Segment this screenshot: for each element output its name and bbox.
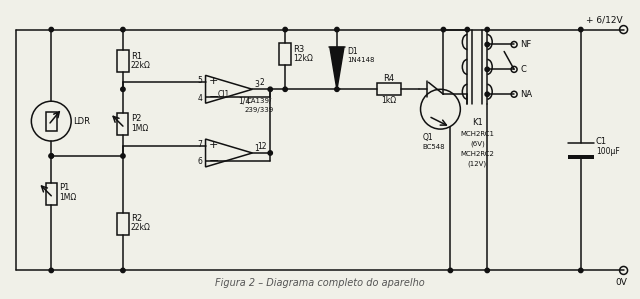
Circle shape bbox=[49, 154, 54, 158]
Circle shape bbox=[448, 268, 452, 273]
Text: +: + bbox=[209, 140, 218, 150]
Text: 12kΩ: 12kΩ bbox=[293, 54, 313, 63]
Text: 1MΩ: 1MΩ bbox=[131, 123, 148, 132]
Text: R3: R3 bbox=[293, 45, 305, 54]
Bar bbox=[568, 155, 594, 159]
Text: CI1: CI1 bbox=[218, 90, 230, 99]
Text: +: + bbox=[209, 76, 218, 86]
Text: R2: R2 bbox=[131, 214, 142, 223]
Text: R4: R4 bbox=[383, 74, 394, 83]
Circle shape bbox=[485, 92, 490, 97]
Text: 239/339: 239/339 bbox=[244, 107, 274, 113]
Text: 3: 3 bbox=[254, 80, 259, 89]
Text: MCH2RC1: MCH2RC1 bbox=[460, 131, 494, 137]
Text: 2: 2 bbox=[259, 78, 264, 87]
Text: C: C bbox=[520, 65, 526, 74]
Bar bbox=[118, 113, 129, 135]
Circle shape bbox=[49, 268, 54, 273]
Text: NA: NA bbox=[520, 90, 532, 99]
Bar bbox=[117, 51, 129, 72]
Text: K1: K1 bbox=[472, 118, 483, 127]
Text: 6: 6 bbox=[198, 158, 202, 167]
Text: (12V): (12V) bbox=[468, 161, 487, 167]
Text: P2: P2 bbox=[131, 114, 141, 123]
Circle shape bbox=[485, 42, 490, 47]
Text: (6V): (6V) bbox=[470, 141, 484, 147]
Circle shape bbox=[121, 87, 125, 91]
Text: 1kΩ: 1kΩ bbox=[381, 96, 396, 105]
Circle shape bbox=[335, 87, 339, 91]
Text: BC548: BC548 bbox=[422, 144, 445, 150]
Circle shape bbox=[121, 28, 125, 32]
Text: C1: C1 bbox=[596, 137, 607, 146]
Circle shape bbox=[485, 67, 490, 71]
Text: D1: D1 bbox=[347, 47, 358, 56]
Circle shape bbox=[485, 28, 490, 32]
Circle shape bbox=[49, 28, 54, 32]
Circle shape bbox=[49, 154, 54, 158]
Text: 0V: 0V bbox=[616, 278, 627, 287]
Circle shape bbox=[268, 151, 273, 155]
Bar bbox=[46, 112, 57, 131]
Text: Q1: Q1 bbox=[422, 132, 433, 141]
Text: 1N4148: 1N4148 bbox=[347, 57, 374, 63]
Bar bbox=[279, 43, 291, 65]
Bar bbox=[46, 183, 57, 205]
Text: −: − bbox=[209, 155, 219, 167]
Text: + 6/12V: + 6/12V bbox=[586, 15, 622, 24]
Circle shape bbox=[121, 268, 125, 273]
Polygon shape bbox=[330, 48, 344, 89]
Circle shape bbox=[335, 28, 339, 32]
Circle shape bbox=[579, 268, 583, 273]
Bar bbox=[117, 213, 129, 235]
Bar bbox=[377, 83, 401, 95]
Text: LDR: LDR bbox=[73, 117, 90, 126]
Text: −: − bbox=[209, 91, 219, 104]
Text: CA139/: CA139/ bbox=[246, 98, 272, 104]
Text: Figura 2 – Diagrama completo do aparelho: Figura 2 – Diagrama completo do aparelho bbox=[215, 278, 425, 288]
Text: P1: P1 bbox=[60, 183, 70, 192]
Circle shape bbox=[465, 28, 470, 32]
Text: 22kΩ: 22kΩ bbox=[131, 223, 151, 232]
Text: 22kΩ: 22kΩ bbox=[131, 61, 151, 70]
Text: MCH2RC2: MCH2RC2 bbox=[460, 151, 494, 157]
Text: 100μF: 100μF bbox=[596, 147, 620, 156]
Text: 1: 1 bbox=[254, 144, 259, 152]
Text: 1MΩ: 1MΩ bbox=[60, 193, 76, 202]
Text: 5: 5 bbox=[198, 76, 202, 85]
Circle shape bbox=[268, 87, 273, 91]
Text: R1: R1 bbox=[131, 52, 142, 61]
Circle shape bbox=[121, 154, 125, 158]
Text: 1/4: 1/4 bbox=[238, 97, 250, 106]
Text: 4: 4 bbox=[198, 94, 202, 103]
Circle shape bbox=[579, 28, 583, 32]
Circle shape bbox=[485, 268, 490, 273]
Circle shape bbox=[283, 87, 287, 91]
Text: 7: 7 bbox=[198, 140, 202, 149]
Text: NF: NF bbox=[520, 40, 531, 49]
Text: 12: 12 bbox=[257, 141, 267, 150]
Circle shape bbox=[441, 28, 445, 32]
Circle shape bbox=[283, 28, 287, 32]
